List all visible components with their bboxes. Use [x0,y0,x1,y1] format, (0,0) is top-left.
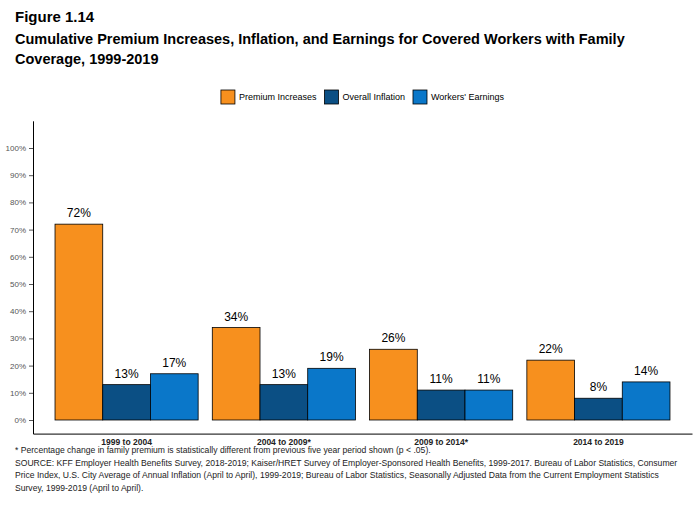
y-tick: 70% [10,226,33,235]
y-tick-mark [29,202,33,203]
x-axis: 1999 to 2004 2004 to 2009* 2009 to 2014* 20… [34,434,693,447]
legend-label: Workers' Earnings [431,92,505,102]
chart-title: Cumulative Premium Increases, Inflation,… [15,29,685,69]
bar [55,224,103,420]
figure-label: Figure 1.14 [15,8,94,25]
notes: * Percentage change in family premium is… [15,444,687,494]
y-tick-label: 40% [10,307,26,316]
y-tick-label: 80% [10,198,26,207]
data-label: 26% [381,331,405,345]
y-tick-label: 90% [10,171,26,180]
y-tick-label: 50% [10,280,26,289]
y-tick: 80% [10,198,33,207]
bar [527,360,575,420]
data-label: 22% [539,342,563,356]
y-axis: 0% 10% 20% 30% 40% 50% 60% 70% 80% 90% 100% [6,121,34,434]
y-tick-label: 60% [10,253,26,262]
data-label: 8% [590,380,608,394]
bar [465,390,513,420]
bar [575,398,623,420]
data-label: 13% [115,367,139,381]
x-tick: 2004 to 2009* [257,434,312,447]
data-label: 19% [320,350,344,364]
bar [417,390,465,420]
y-tick-mark [29,284,33,285]
y-tick: 60% [10,253,33,262]
x-tick-label: 2009 to 2014* [414,437,469,447]
bar [212,328,260,420]
x-tick-label: 1999 to 2004 [101,437,152,447]
legend-swatch [324,90,338,104]
data-label: 14% [634,364,658,378]
y-tick-label: 0% [14,416,26,425]
y-tick: 100% [6,144,33,153]
y-tick: 50% [10,280,33,289]
x-tick: 1999 to 2004 [101,434,152,447]
y-tick-mark [29,257,33,258]
y-tick: 0% [14,416,33,425]
y-axis-line [33,121,34,434]
data-labels: 72% 34% 26% 22% 13% 13% 11% 8% 17% 19% 11% 14% [67,206,659,394]
data-label: 72% [67,206,91,220]
bar [308,368,356,420]
data-label: 11% [477,372,500,386]
y-tick-label: 100% [6,144,26,153]
y-tick-mark [29,366,33,367]
data-label: 34% [224,310,248,324]
data-label: 11% [430,372,453,386]
chart: 0% 10% 20% 30% 40% 50% 60% 70% 80% 90% 100% 1999 to… [0,0,698,525]
x-tick: 2014 to 2019 [573,434,624,447]
y-tick-mark [29,311,33,312]
y-tick-label: 20% [10,362,26,371]
legend-label: Overall Inflation [342,92,405,102]
x-tick: 2009 to 2014* [414,434,469,447]
note: SOURCE: KFF Employer Health Benefits Sur… [15,457,687,495]
bar [370,349,418,420]
y-tick: 90% [10,171,33,180]
bar [622,382,670,420]
y-tick-mark [29,393,33,394]
y-tick-mark [29,148,33,149]
y-tick-label: 10% [10,389,26,398]
y-tick: 20% [10,362,33,371]
bar [260,385,308,420]
legend-swatch [413,90,427,104]
y-tick-mark [29,230,33,231]
bar [103,385,151,420]
data-label: 13% [272,367,296,381]
y-tick: 40% [10,307,33,316]
y-tick-mark [29,175,33,176]
y-tick-label: 70% [10,226,26,235]
y-tick: 10% [10,389,33,398]
y-tick: 30% [10,334,33,343]
legend-label: Premium Increases [239,92,317,102]
y-tick-mark [29,338,33,339]
y-tick-mark [29,420,33,421]
y-tick-label: 30% [10,334,26,343]
legend: Premium Increases Overall Inflation Worker… [221,90,505,104]
legend-item: Premium Increases [221,90,317,104]
legend-item: Overall Inflation [324,90,405,104]
legend-item: Workers' Earnings [413,90,505,104]
x-tick-label: 2004 to 2009* [257,437,312,447]
data-label: 17% [162,356,186,370]
bars [55,224,670,420]
x-tick-label: 2014 to 2019 [573,437,624,447]
x-axis-line [34,434,693,435]
bar [150,374,198,420]
legend-swatch [221,90,235,104]
